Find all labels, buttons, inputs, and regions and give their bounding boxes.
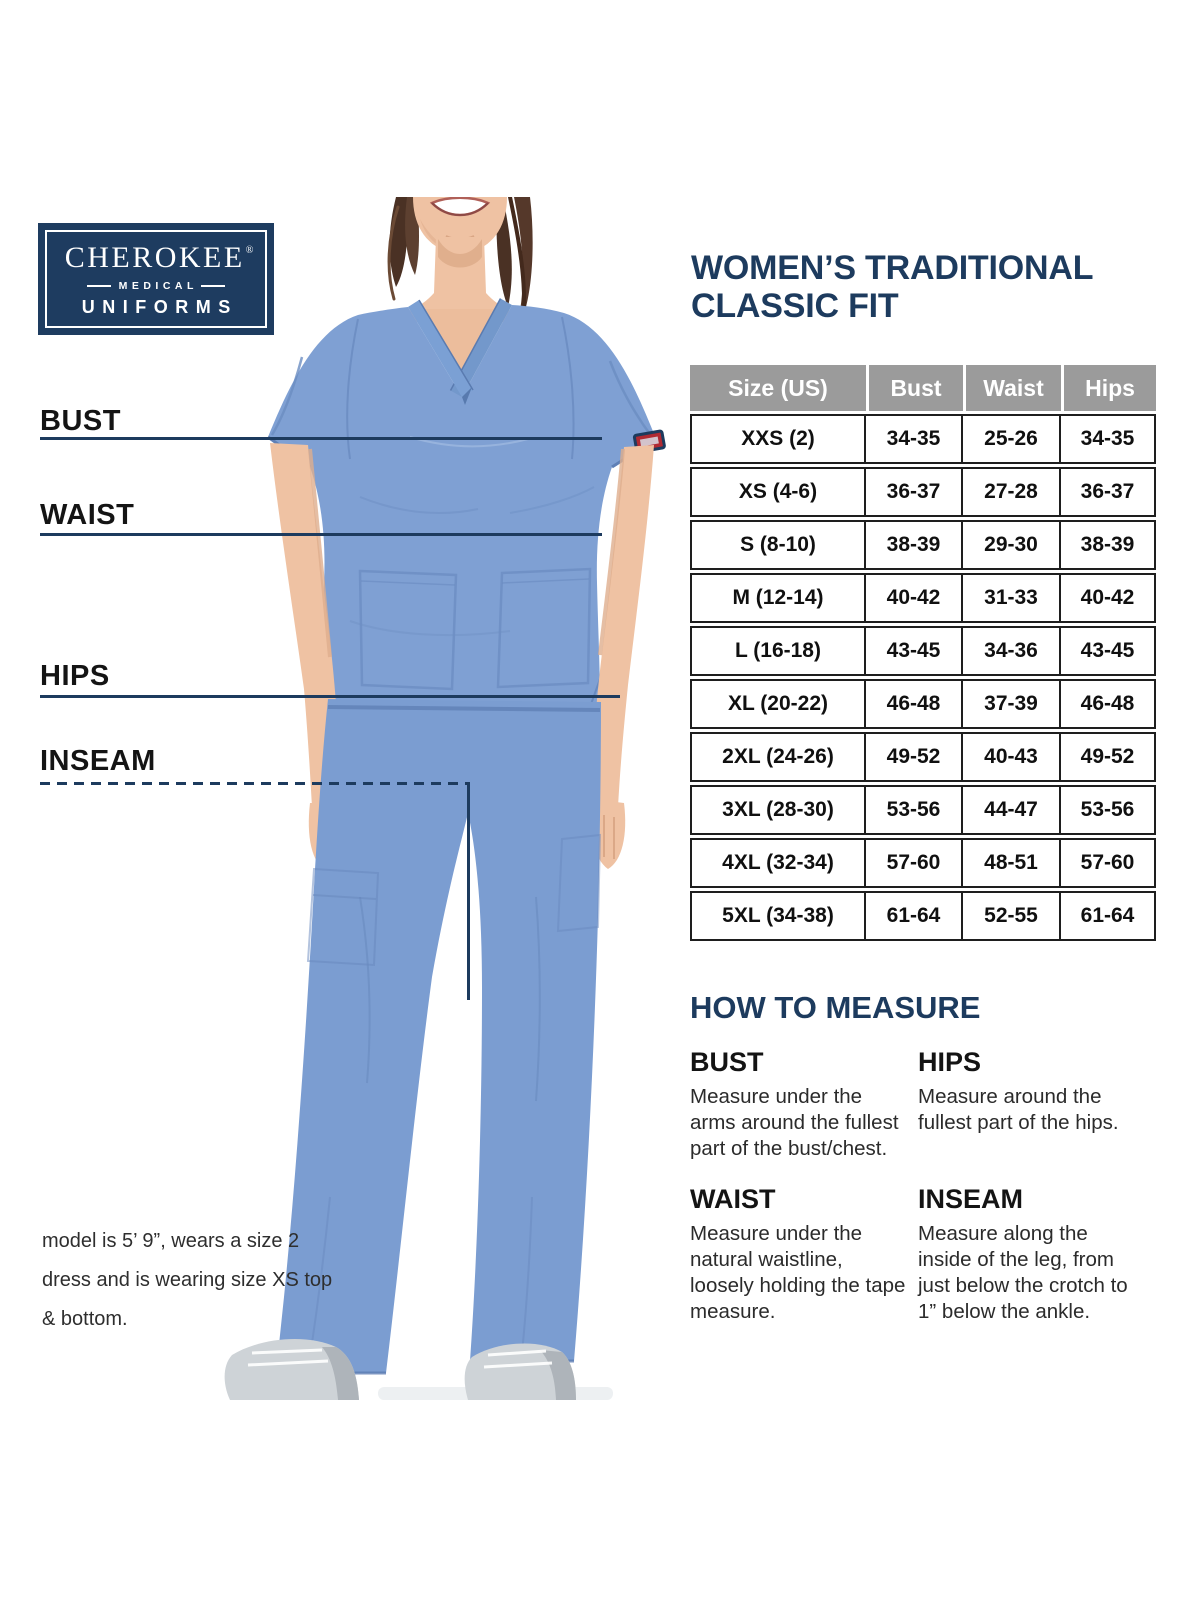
- size-row: S (8-10) 38-39 29-30 38-39: [690, 520, 1156, 570]
- cell-bust: 49-52: [866, 732, 963, 782]
- cell-size: S (8-10): [690, 520, 866, 570]
- column-header-hips: Hips: [1061, 365, 1156, 411]
- logo-rule-right: [201, 284, 226, 287]
- how-to-measure-title: HOW TO MEASURE: [690, 990, 981, 1025]
- cell-hips: 49-52: [1061, 732, 1156, 782]
- size-row: M (12-14) 40-42 31-33 40-42: [690, 573, 1156, 623]
- size-row: 3XL (28-30) 53-56 44-47 53-56: [690, 785, 1156, 835]
- cell-bust: 43-45: [866, 626, 963, 676]
- inseam-measure-line: [40, 782, 470, 785]
- cherokee-logo-frame: CHEROKEE® MEDICAL UNIFORMS: [45, 230, 267, 328]
- measure-section-heading: INSEAM: [918, 1184, 1024, 1214]
- model-note: model is 5’ 9”, wears a size 2 dress and…: [42, 1230, 333, 1330]
- cell-hips: 36-37: [1061, 467, 1156, 517]
- cell-waist: 40-43: [963, 732, 1061, 782]
- size-row: XL (20-22) 46-48 37-39 46-48: [690, 679, 1156, 729]
- cell-bust: 46-48: [866, 679, 963, 729]
- size-row: 2XL (24-26) 49-52 40-43 49-52: [690, 732, 1156, 782]
- cell-waist: 31-33: [963, 573, 1061, 623]
- cell-size: M (12-14): [690, 573, 866, 623]
- size-row: 5XL (34-38) 61-64 52-55 61-64: [690, 891, 1156, 941]
- measure-section-text: Measure under the arms around the fulles…: [690, 1085, 899, 1160]
- size-chart-table: Size (US) Bust Waist Hips XXS (2) 34-35 …: [690, 362, 1156, 944]
- logo-rule-left: [86, 284, 111, 287]
- measure-section-waist: WAIST Measure under the natural waistlin…: [690, 1184, 918, 1325]
- cell-hips: 61-64: [1061, 891, 1156, 941]
- cell-waist: 25-26: [963, 414, 1061, 464]
- cell-bust: 36-37: [866, 467, 963, 517]
- hips-measure-line: [40, 695, 620, 698]
- measure-section-text: Measure under the natural waistline, loo…: [690, 1222, 906, 1323]
- measure-label-hips: HIPS: [40, 660, 110, 692]
- bust-measure-line: [40, 437, 602, 440]
- size-row: XXS (2) 34-35 25-26 34-35: [690, 414, 1156, 464]
- cell-hips: 46-48: [1061, 679, 1156, 729]
- cell-size: 3XL (28-30): [690, 785, 866, 835]
- measure-section-heading: HIPS: [918, 1047, 982, 1077]
- size-row: L (16-18) 43-45 34-36 43-45: [690, 626, 1156, 676]
- measure-section-hips: HIPS Measure around the fullest part of …: [918, 1047, 1168, 1162]
- logo-brand-text: CHEROKEE: [64, 240, 245, 274]
- measure-section-text: Measure around the fullest part of the h…: [918, 1085, 1119, 1134]
- page-title: WOMEN’S TRADITIONAL CLASSIC FIT: [691, 249, 1171, 325]
- cell-hips: 38-39: [1061, 520, 1156, 570]
- measure-section-heading: BUST: [690, 1047, 764, 1077]
- cherokee-logo: CHEROKEE® MEDICAL UNIFORMS: [38, 223, 274, 335]
- cell-bust: 61-64: [866, 891, 963, 941]
- cell-size: XS (4-6): [690, 467, 866, 517]
- registered-mark: ®: [245, 244, 254, 256]
- model-shoes: [224, 1339, 576, 1400]
- scrub-pants: [276, 699, 602, 1375]
- cell-hips: 43-45: [1061, 626, 1156, 676]
- measure-section-bust: BUST Measure under the arms around the f…: [690, 1047, 918, 1162]
- column-header-bust: Bust: [866, 365, 963, 411]
- cell-waist: 52-55: [963, 891, 1061, 941]
- inseam-measure-line-vertical: [467, 782, 470, 1000]
- model-photo: [224, 197, 666, 1400]
- cell-hips: 57-60: [1061, 838, 1156, 888]
- cell-size: XL (20-22): [690, 679, 866, 729]
- size-chart-header-row: Size (US) Bust Waist Hips: [690, 365, 1156, 411]
- page-title-line2: CLASSIC FIT: [691, 287, 899, 325]
- logo-brand-name: CHEROKEE®: [64, 240, 254, 274]
- cell-hips: 40-42: [1061, 573, 1156, 623]
- cell-bust: 40-42: [866, 573, 963, 623]
- measure-section-text: Measure along the inside of the leg, fro…: [918, 1222, 1128, 1323]
- page-title-line1: WOMEN’S TRADITIONAL: [691, 249, 1094, 287]
- cell-waist: 34-36: [963, 626, 1061, 676]
- column-header-size: Size (US): [690, 365, 866, 411]
- waist-measure-line: [40, 533, 602, 536]
- size-row: 4XL (32-34) 57-60 48-51 57-60: [690, 838, 1156, 888]
- logo-product-label: UNIFORMS: [81, 296, 238, 317]
- measure-label-bust: BUST: [40, 405, 121, 437]
- measure-section-inseam: INSEAM Measure along the inside of the l…: [918, 1184, 1168, 1325]
- cell-hips: 34-35: [1061, 414, 1156, 464]
- cell-waist: 37-39: [963, 679, 1061, 729]
- cell-size: 4XL (32-34): [690, 838, 866, 888]
- cell-waist: 44-47: [963, 785, 1061, 835]
- cell-waist: 48-51: [963, 838, 1061, 888]
- cell-bust: 38-39: [866, 520, 963, 570]
- cell-hips: 53-56: [1061, 785, 1156, 835]
- cell-size: XXS (2): [690, 414, 866, 464]
- cell-bust: 53-56: [866, 785, 963, 835]
- cell-size: 5XL (34-38): [690, 891, 866, 941]
- logo-division-label: MEDICAL: [118, 279, 198, 292]
- size-row: XS (4-6) 36-37 27-28 36-37: [690, 467, 1156, 517]
- measure-label-inseam: INSEAM: [40, 745, 156, 777]
- model-hair: [387, 197, 533, 371]
- how-to-measure-grid: BUST Measure under the arms around the f…: [690, 1047, 1168, 1325]
- cell-size: L (16-18): [690, 626, 866, 676]
- cell-waist: 29-30: [963, 520, 1061, 570]
- how-to-measure-section: HOW TO MEASURE BUST Measure under the ar…: [690, 991, 1168, 1325]
- measure-label-waist: WAIST: [40, 499, 135, 531]
- cell-bust: 34-35: [866, 414, 963, 464]
- measure-section-heading: WAIST: [690, 1184, 776, 1214]
- logo-division-row: MEDICAL: [86, 279, 226, 292]
- cell-bust: 57-60: [866, 838, 963, 888]
- column-header-waist: Waist: [963, 365, 1061, 411]
- cell-waist: 27-28: [963, 467, 1061, 517]
- cell-size: 2XL (24-26): [690, 732, 866, 782]
